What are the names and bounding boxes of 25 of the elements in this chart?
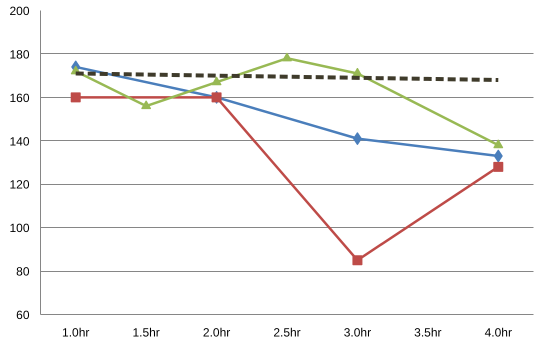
x-tick-label: 3.5hr [414, 326, 442, 340]
point [212, 76, 222, 86]
y-tick-label: 200 [9, 4, 30, 18]
point [493, 162, 504, 172]
y-tick-label: 180 [9, 47, 30, 62]
x-tick-label: 3.0hr [344, 326, 372, 340]
x-tick-label: 4.0hr [484, 326, 512, 340]
x-tick-label: 1.5hr [132, 326, 160, 340]
x-tick-label: 2.5hr [273, 326, 301, 340]
y-tick-label: 140 [9, 134, 30, 148]
y-tick-label: 80 [16, 264, 30, 279]
y-tick-label: 60 [16, 308, 30, 322]
y-tick-label: 120 [9, 178, 30, 192]
point [352, 255, 362, 266]
point [494, 149, 503, 162]
point [141, 100, 152, 110]
point [70, 92, 81, 102]
x-tick-label: 1.0hr [62, 326, 90, 340]
y-tick-label: 100 [9, 221, 30, 236]
point [352, 132, 362, 146]
point [493, 139, 504, 148]
y-tick-label: 160 [9, 90, 30, 105]
point [352, 68, 362, 77]
x-tick-label: 2.0hr [202, 326, 230, 340]
point [282, 52, 292, 62]
